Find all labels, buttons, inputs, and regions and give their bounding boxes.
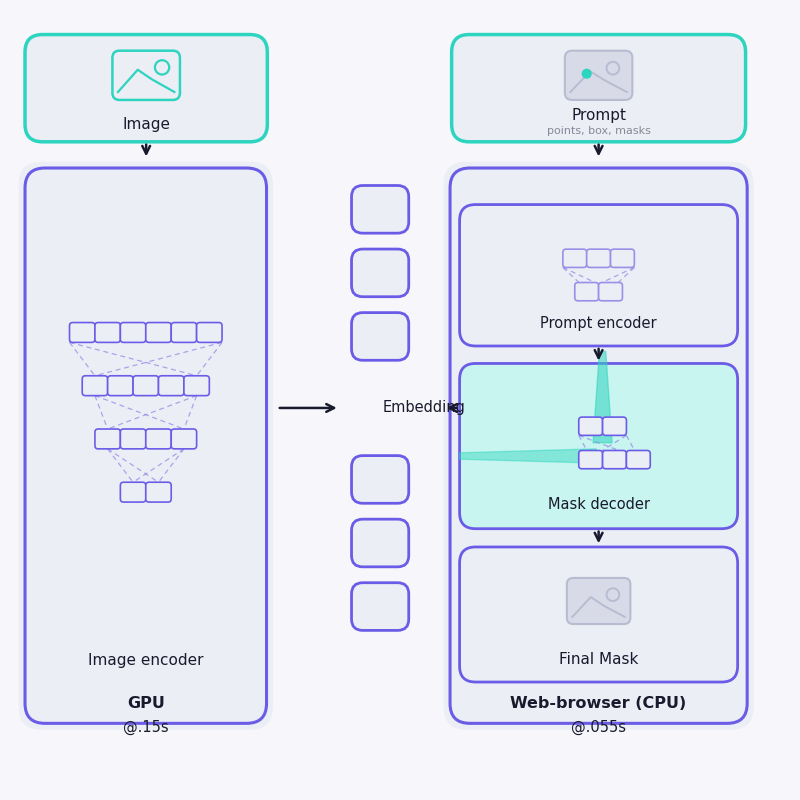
Text: points, box, masks: points, box, masks: [546, 126, 650, 137]
FancyBboxPatch shape: [120, 482, 146, 502]
Text: @.055s: @.055s: [571, 720, 626, 735]
Text: Prompt: Prompt: [571, 108, 626, 123]
FancyBboxPatch shape: [565, 50, 632, 100]
FancyBboxPatch shape: [146, 322, 171, 342]
FancyBboxPatch shape: [444, 162, 754, 730]
FancyBboxPatch shape: [351, 249, 409, 297]
FancyBboxPatch shape: [452, 34, 746, 142]
Text: Final Mask: Final Mask: [559, 652, 638, 667]
FancyBboxPatch shape: [450, 168, 747, 723]
FancyBboxPatch shape: [120, 322, 146, 342]
FancyBboxPatch shape: [171, 322, 197, 342]
FancyBboxPatch shape: [351, 313, 409, 360]
FancyBboxPatch shape: [574, 282, 598, 301]
FancyBboxPatch shape: [578, 417, 602, 435]
FancyBboxPatch shape: [602, 450, 626, 469]
FancyBboxPatch shape: [351, 519, 409, 567]
FancyBboxPatch shape: [25, 168, 266, 723]
Text: Embedding: Embedding: [382, 401, 466, 415]
FancyBboxPatch shape: [602, 417, 626, 435]
Circle shape: [582, 70, 591, 78]
Polygon shape: [459, 449, 596, 463]
FancyBboxPatch shape: [95, 429, 120, 449]
FancyBboxPatch shape: [578, 450, 602, 469]
Text: Image encoder: Image encoder: [88, 653, 203, 668]
FancyBboxPatch shape: [598, 282, 622, 301]
FancyBboxPatch shape: [459, 547, 738, 682]
FancyBboxPatch shape: [610, 249, 634, 267]
FancyBboxPatch shape: [197, 322, 222, 342]
FancyBboxPatch shape: [146, 482, 171, 502]
Text: Web-browser (CPU): Web-browser (CPU): [510, 696, 686, 711]
FancyBboxPatch shape: [459, 363, 738, 529]
FancyBboxPatch shape: [133, 376, 158, 396]
FancyBboxPatch shape: [351, 186, 409, 233]
Text: @.15s: @.15s: [123, 720, 169, 735]
FancyBboxPatch shape: [146, 429, 171, 449]
FancyBboxPatch shape: [626, 450, 650, 469]
FancyBboxPatch shape: [108, 376, 133, 396]
FancyBboxPatch shape: [82, 376, 108, 396]
FancyBboxPatch shape: [120, 429, 146, 449]
FancyBboxPatch shape: [567, 578, 630, 624]
FancyBboxPatch shape: [184, 376, 210, 396]
FancyBboxPatch shape: [95, 322, 120, 342]
Text: Mask decoder: Mask decoder: [548, 498, 650, 512]
FancyBboxPatch shape: [113, 50, 180, 100]
FancyBboxPatch shape: [351, 456, 409, 503]
FancyBboxPatch shape: [351, 582, 409, 630]
FancyBboxPatch shape: [171, 429, 197, 449]
FancyBboxPatch shape: [459, 205, 738, 346]
FancyBboxPatch shape: [563, 249, 586, 267]
FancyBboxPatch shape: [158, 376, 184, 396]
Text: Image: Image: [122, 117, 170, 132]
Polygon shape: [593, 351, 612, 442]
FancyBboxPatch shape: [18, 162, 273, 730]
FancyBboxPatch shape: [586, 249, 610, 267]
Text: GPU: GPU: [127, 696, 165, 711]
Text: Prompt encoder: Prompt encoder: [540, 316, 657, 331]
FancyBboxPatch shape: [25, 34, 267, 142]
FancyBboxPatch shape: [70, 322, 95, 342]
